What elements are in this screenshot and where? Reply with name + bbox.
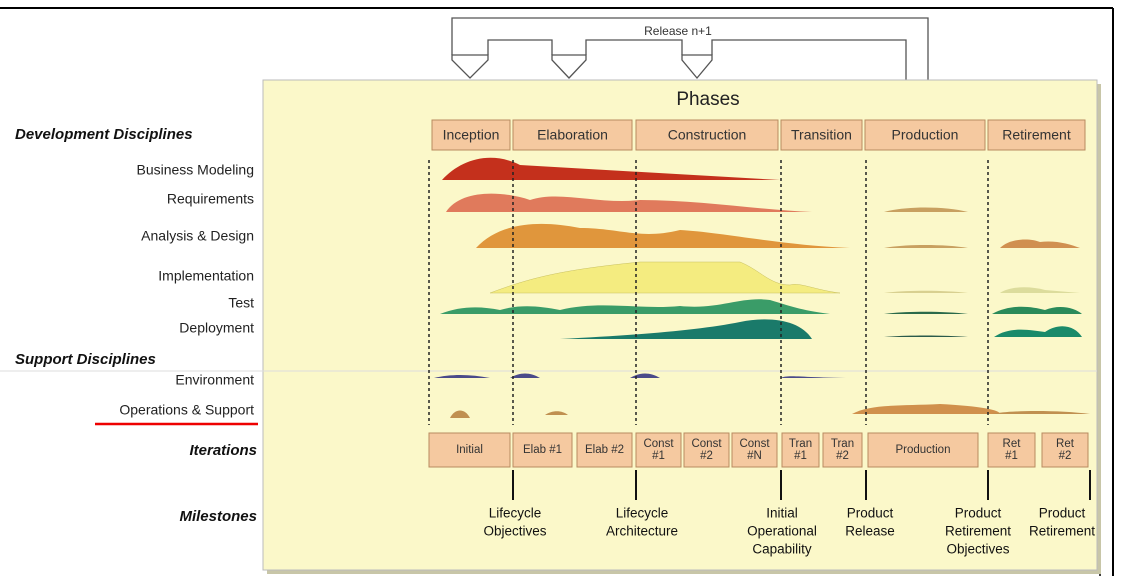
iteration-box: [987, 432, 1036, 468]
discipline-label: Test: [228, 295, 254, 311]
iteration-box: [576, 432, 633, 468]
milestone-label: Product: [955, 506, 1002, 521]
phase-label: Transition: [791, 127, 852, 143]
release-label: Release n+1: [644, 24, 712, 38]
phase-label: Production: [892, 127, 959, 143]
iteration-box: [683, 432, 730, 468]
phase-box: [864, 119, 986, 151]
discipline-label: Implementation: [158, 268, 254, 284]
discipline-label: Analysis & Design: [141, 228, 254, 244]
phases-title: Phases: [676, 89, 739, 110]
iteration-box: [781, 432, 820, 468]
iteration-label: Const: [643, 438, 674, 450]
milestone-label: Operational: [747, 524, 817, 539]
iteration-label: Elab #1: [523, 444, 562, 456]
phase-box: [635, 119, 779, 151]
iteration-box: [428, 432, 511, 468]
discipline-label: Operations & Support: [119, 402, 254, 418]
panel: [262, 79, 1098, 571]
milestone-label: Architecture: [606, 524, 678, 539]
iteration-box: [635, 432, 682, 468]
iterations-heading: Iterations: [189, 442, 257, 459]
iteration-label: Const: [691, 438, 722, 450]
iteration-box: [822, 432, 863, 468]
iteration-label: #2: [836, 450, 849, 462]
iteration-label: #2: [1059, 450, 1072, 462]
milestone-label: Lifecycle: [616, 506, 669, 521]
iteration-label: #2: [700, 450, 713, 462]
iteration-box: [1041, 432, 1089, 468]
iteration-label: #1: [794, 450, 807, 462]
iteration-label: #N: [747, 450, 762, 462]
iteration-box: [731, 432, 778, 468]
milestone-label: Objectives: [946, 542, 1009, 557]
release-arrows: [451, 54, 713, 80]
iteration-label: Ret: [1003, 438, 1022, 450]
milestone-label: Release: [845, 524, 895, 539]
support-heading: Support Disciplines: [15, 351, 156, 368]
iteration-label: #1: [1005, 450, 1018, 462]
iteration-label: #1: [652, 450, 665, 462]
iteration-label: Elab #2: [585, 444, 624, 456]
phase-label: Elaboration: [537, 127, 608, 143]
iteration-box: [512, 432, 573, 468]
iteration-label: Const: [739, 438, 770, 450]
phase-box: [780, 119, 863, 151]
milestone-label: Lifecycle: [489, 506, 542, 521]
milestone-label: Product: [1039, 506, 1086, 521]
discipline-label: Deployment: [179, 320, 254, 336]
milestones-heading: Milestones: [179, 508, 257, 525]
milestone-label: Capability: [752, 542, 812, 557]
release-loop: [451, 17, 929, 80]
phase-label: Construction: [668, 127, 747, 143]
milestone-label: Retirement: [1029, 524, 1095, 539]
iteration-label: Ret: [1056, 438, 1075, 450]
phase-label: Inception: [443, 127, 500, 143]
phase-label: Retirement: [1002, 127, 1071, 143]
discipline-label: Requirements: [167, 191, 254, 207]
milestone-label: Objectives: [483, 524, 546, 539]
discipline-label: Environment: [175, 372, 254, 388]
milestone-label: Retirement: [945, 524, 1011, 539]
development-heading: Development Disciplines: [15, 126, 193, 143]
phase-box: [987, 119, 1086, 151]
phase-box: [512, 119, 633, 151]
phase-box: [431, 119, 511, 151]
milestone-label: Initial: [766, 506, 798, 521]
iteration-label: Tran: [831, 438, 854, 450]
iteration-label: Tran: [789, 438, 812, 450]
iteration-label: Production: [896, 444, 951, 456]
iteration-label: Initial: [456, 444, 483, 456]
milestone-label: Product: [847, 506, 894, 521]
discipline-label: Business Modeling: [136, 162, 254, 178]
workload-humps: [434, 157, 1090, 418]
iteration-box: [867, 432, 979, 468]
